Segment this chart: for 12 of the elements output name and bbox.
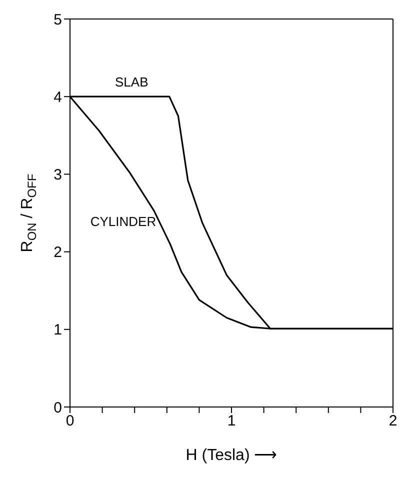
y-tick-label: 5 (54, 11, 62, 28)
y-tick-label: 2 (54, 244, 62, 262)
y-tick-label: 1 (54, 322, 62, 339)
series-label: CYLINDER (90, 214, 156, 230)
y-tick-label: 4 (54, 88, 62, 106)
x-tick-label: 1 (227, 412, 236, 430)
y-tick-label: 0 (54, 399, 62, 416)
series-label: SLAB (115, 74, 148, 90)
x-tick-label: 0 (66, 412, 74, 430)
x-axis-title: H (Tesla) ⟶ (186, 447, 278, 464)
y-tick-label: 3 (54, 166, 62, 184)
x-tick-label: 2 (388, 412, 398, 430)
